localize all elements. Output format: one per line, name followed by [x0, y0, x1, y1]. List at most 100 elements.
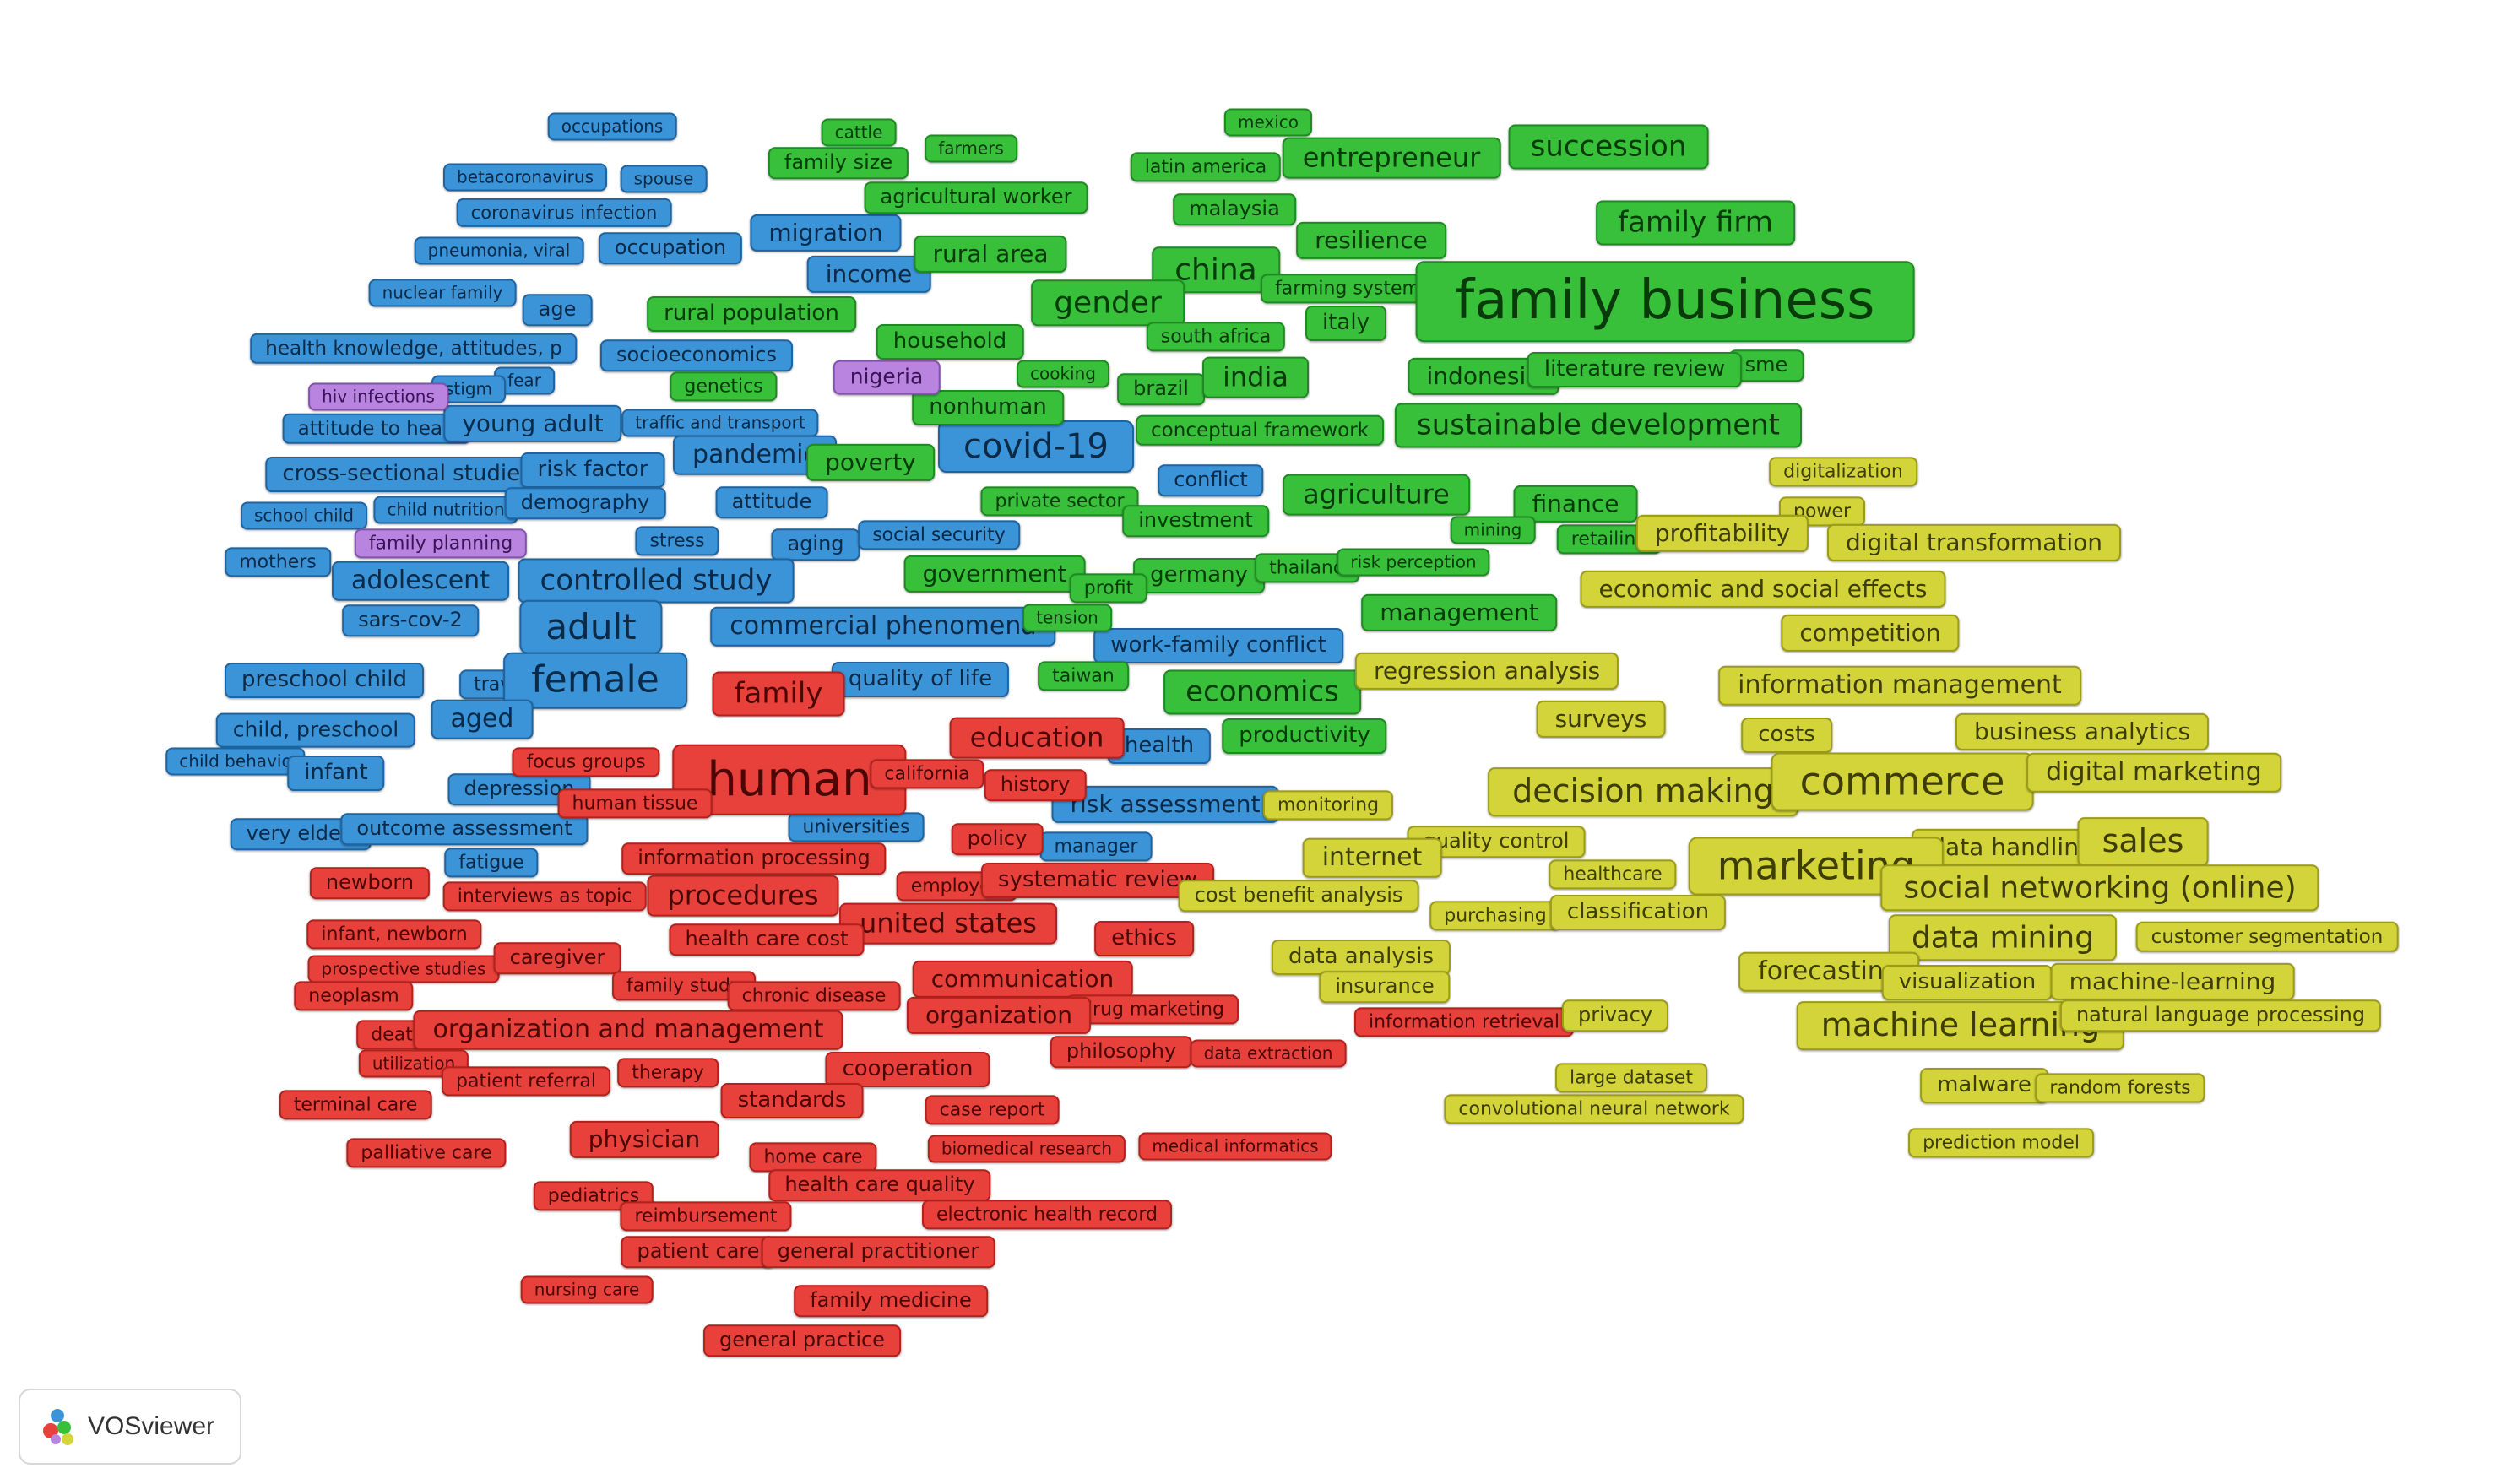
keyword-node[interactable]: regression analysis	[1354, 652, 1619, 691]
keyword-node[interactable]: history	[984, 769, 1087, 801]
keyword-node[interactable]: hiv infections	[308, 382, 448, 411]
keyword-node[interactable]: united states	[839, 902, 1057, 945]
keyword-node[interactable]: preschool child	[225, 663, 424, 698]
keyword-node[interactable]: risk perception	[1337, 548, 1490, 577]
keyword-node[interactable]: agriculture	[1283, 474, 1470, 516]
keyword-node[interactable]: work-family conflict	[1093, 628, 1343, 663]
keyword-node[interactable]: business analytics	[1955, 712, 2210, 751]
keyword-node[interactable]: profit	[1069, 573, 1148, 604]
keyword-node[interactable]: household	[876, 324, 1024, 360]
keyword-node[interactable]: south africa	[1146, 322, 1286, 352]
keyword-node[interactable]: manager	[1039, 831, 1153, 862]
keyword-node[interactable]: socioeconomics	[599, 339, 794, 371]
keyword-node[interactable]: conceptual framework	[1136, 414, 1384, 447]
keyword-node[interactable]: occupation	[598, 232, 743, 264]
keyword-node[interactable]: entrepreneur	[1282, 137, 1501, 179]
keyword-node[interactable]: finance	[1513, 485, 1638, 523]
keyword-node[interactable]: general practice	[703, 1324, 901, 1357]
keyword-node[interactable]: marketing	[1688, 837, 1945, 896]
keyword-node[interactable]: family planning	[354, 528, 528, 559]
keyword-node[interactable]: social networking (online)	[1880, 864, 2319, 912]
keyword-node[interactable]: adolescent	[332, 561, 509, 601]
keyword-node[interactable]: genetics	[670, 371, 778, 402]
keyword-node[interactable]: latin america	[1130, 152, 1282, 182]
keyword-node[interactable]: nonhuman	[912, 390, 1064, 425]
keyword-node[interactable]: sales	[2077, 817, 2209, 866]
keyword-node[interactable]: stress	[635, 526, 719, 556]
keyword-node[interactable]: germany	[1133, 558, 1265, 593]
keyword-node[interactable]: fatigue	[444, 848, 539, 878]
keyword-node[interactable]: farming system	[1261, 274, 1435, 304]
keyword-node[interactable]: spouse	[620, 165, 708, 193]
keyword-node[interactable]: general practitioner	[761, 1236, 995, 1268]
keyword-node[interactable]: government	[903, 555, 1086, 593]
keyword-node[interactable]: family	[712, 671, 845, 717]
keyword-node[interactable]: literature review	[1527, 352, 1743, 387]
keyword-node[interactable]: malware	[1920, 1068, 2048, 1103]
keyword-node[interactable]: medical informatics	[1138, 1132, 1332, 1161]
keyword-node[interactable]: betacoronavirus	[443, 163, 607, 192]
keyword-node[interactable]: systematic review	[981, 863, 1214, 898]
keyword-node[interactable]: infant, newborn	[306, 919, 482, 950]
keyword-node[interactable]: digital marketing	[2026, 752, 2281, 793]
keyword-node[interactable]: controlled study	[518, 558, 795, 604]
keyword-node[interactable]: information management	[1718, 665, 2081, 706]
keyword-node[interactable]: aging	[771, 528, 860, 561]
keyword-node[interactable]: pneumonia, viral	[414, 236, 584, 265]
keyword-node[interactable]: india	[1202, 356, 1309, 398]
keyword-node[interactable]: female	[503, 652, 687, 709]
keyword-node[interactable]: farmers	[925, 134, 1017, 163]
keyword-node[interactable]: poverty	[806, 443, 935, 482]
keyword-node[interactable]: newborn	[309, 867, 431, 899]
keyword-node[interactable]: surveys	[1536, 700, 1666, 739]
keyword-node[interactable]: nigeria	[833, 360, 941, 395]
keyword-node[interactable]: adult	[519, 599, 663, 655]
keyword-node[interactable]: standards	[720, 1083, 864, 1118]
keyword-node[interactable]: natural language processing	[2059, 999, 2382, 1032]
keyword-node[interactable]: privacy	[1561, 999, 1669, 1032]
keyword-node[interactable]: decision making	[1488, 767, 1798, 816]
keyword-node[interactable]: risk factor	[520, 452, 665, 488]
keyword-node[interactable]: machine-learning	[2050, 962, 2295, 1001]
keyword-node[interactable]: information processing	[621, 842, 887, 875]
keyword-node[interactable]: communication	[912, 960, 1133, 999]
keyword-node[interactable]: reimbursement	[620, 1201, 792, 1232]
keyword-node[interactable]: income	[806, 255, 931, 294]
keyword-node[interactable]: universities	[788, 812, 925, 842]
keyword-node[interactable]: economic and social effects	[1580, 570, 1946, 609]
keyword-node[interactable]: child nutrition	[373, 496, 518, 524]
keyword-node[interactable]: data mining	[1888, 914, 2118, 961]
keyword-node[interactable]: human tissue	[557, 788, 713, 819]
keyword-node[interactable]: palliative care	[346, 1138, 507, 1168]
keyword-node[interactable]: malaysia	[1173, 193, 1296, 225]
keyword-node[interactable]: economics	[1164, 669, 1361, 715]
keyword-node[interactable]: child, preschool	[215, 712, 416, 748]
keyword-node[interactable]: coronavirus infection	[456, 198, 672, 228]
keyword-node[interactable]: rural area	[914, 235, 1067, 274]
keyword-node[interactable]: productivity	[1222, 718, 1387, 754]
keyword-node[interactable]: private sector	[980, 486, 1139, 517]
keyword-node[interactable]: succession	[1508, 124, 1709, 170]
keyword-node[interactable]: family firm	[1596, 200, 1795, 246]
keyword-node[interactable]: customer segmentation	[2135, 921, 2399, 953]
keyword-node[interactable]: health	[1107, 728, 1212, 764]
keyword-node[interactable]: commercial phenomena	[710, 606, 1056, 647]
keyword-node[interactable]: cost benefit analysis	[1178, 880, 1419, 912]
keyword-node[interactable]: demography	[504, 487, 666, 519]
keyword-node[interactable]: outcome assessment	[340, 813, 589, 845]
keyword-node[interactable]: education	[949, 717, 1125, 759]
keyword-node[interactable]: sustainable development	[1394, 403, 1803, 448]
keyword-node[interactable]: health care cost	[669, 923, 865, 956]
keyword-node[interactable]: family medicine	[794, 1285, 988, 1317]
keyword-node[interactable]: family size	[768, 147, 909, 179]
keyword-node[interactable]: traffic and transport	[621, 409, 819, 437]
keyword-node[interactable]: philosophy	[1050, 1036, 1193, 1068]
keyword-node[interactable]: child behavio	[165, 747, 306, 776]
keyword-node[interactable]: commerce	[1771, 752, 2034, 811]
keyword-node[interactable]: mining	[1450, 516, 1536, 544]
keyword-node[interactable]: interviews as topic	[442, 881, 647, 912]
keyword-node[interactable]: sars-cov-2	[342, 604, 479, 636]
keyword-node[interactable]: procedures	[647, 875, 839, 917]
keyword-node[interactable]: data extraction	[1190, 1039, 1347, 1068]
keyword-node[interactable]: convolutional neural network	[1444, 1094, 1744, 1124]
